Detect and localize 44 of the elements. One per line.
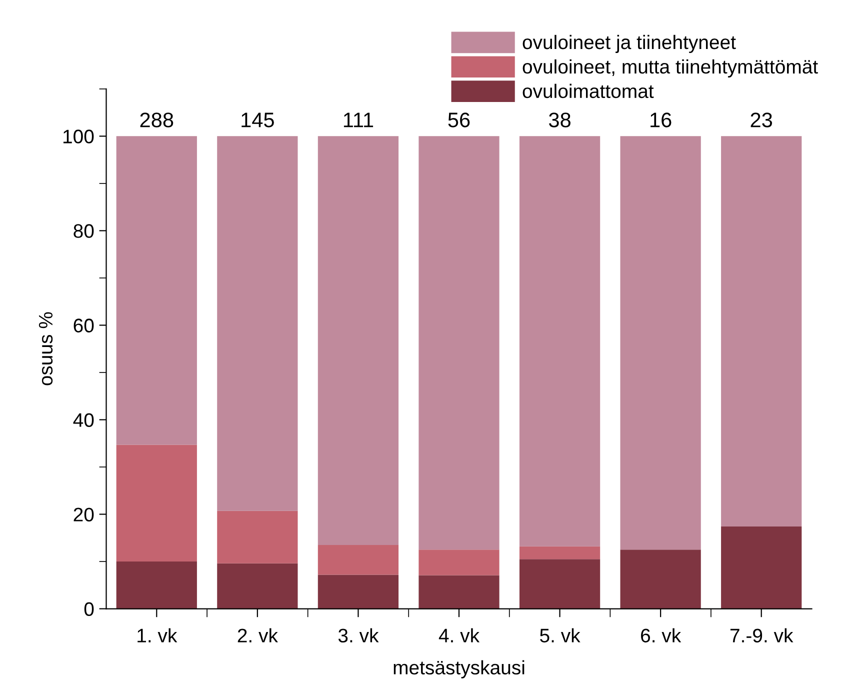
x-tick-label: 6. vk	[641, 628, 682, 642]
bar	[217, 563, 298, 609]
annotation: 38	[548, 112, 570, 128]
annotation: 56	[448, 112, 470, 128]
y-tick-label: 100	[63, 130, 94, 144]
bar	[418, 550, 500, 576]
annotation: 288	[140, 112, 174, 128]
y-tick-label: 0	[84, 602, 94, 616]
x-tick-label: 4. vk	[438, 628, 480, 642]
bar	[721, 136, 802, 527]
annotation: 23	[750, 112, 772, 128]
legend-label: ovuloineet, mutta tiinehtymättömät	[522, 59, 818, 78]
x-tick-label: 2. vk	[238, 628, 278, 642]
bar	[318, 544, 399, 575]
bar	[620, 136, 701, 550]
bar	[116, 136, 197, 445]
bar	[519, 559, 600, 609]
x-tick-label: 1. vk	[138, 628, 178, 642]
bar	[318, 574, 399, 609]
bar	[721, 526, 802, 609]
bar	[116, 444, 197, 562]
annotation: 111	[344, 112, 374, 128]
y-tick-label: 20	[74, 508, 94, 522]
bar	[418, 136, 500, 550]
bar	[620, 550, 701, 609]
y-tick-label: 60	[74, 318, 94, 332]
annotation: 145	[242, 112, 274, 128]
x-tick-label: 5. vk	[540, 628, 580, 642]
y-tick-label: 80	[74, 224, 94, 238]
annotation: 16	[650, 112, 672, 128]
x-tick-label: 7.-9. vk	[730, 628, 794, 642]
x-tick-label: 3. vk	[338, 628, 379, 642]
legend-label: ovuloimattomat	[522, 84, 654, 98]
y-axis-title: osuus %	[38, 312, 53, 386]
x-axis-title: metsästyskausi	[394, 660, 524, 678]
bar	[217, 136, 298, 511]
bar	[519, 546, 600, 560]
bar	[318, 136, 399, 545]
bar	[519, 136, 600, 546]
bar	[217, 510, 298, 564]
y-tick-label: 40	[73, 413, 94, 427]
bar	[116, 562, 197, 609]
bar	[418, 575, 500, 609]
legend-label: ovuloineet ja tiinehtyneet	[522, 34, 736, 54]
